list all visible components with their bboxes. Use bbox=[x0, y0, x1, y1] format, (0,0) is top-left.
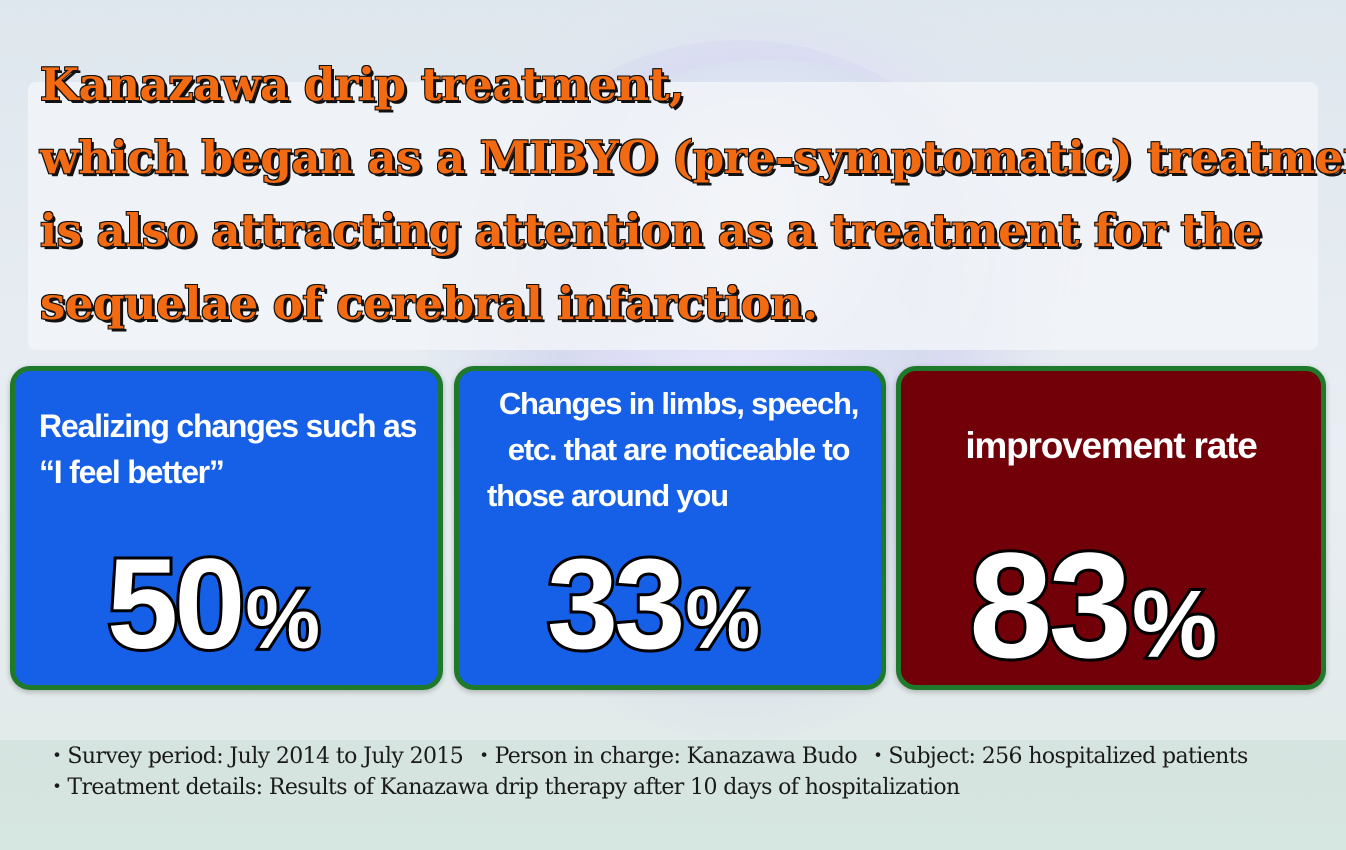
note-treatment-details: ・Treatment details: Results of Kanazawa … bbox=[46, 775, 960, 800]
note-person-in-charge: ・Person in charge: Kanazawa Budo bbox=[473, 744, 857, 769]
stat-label-line: Changes in limbs, speech, bbox=[498, 386, 860, 421]
stat-value: 83% bbox=[966, 518, 1220, 692]
stat-label: improvement rate bbox=[901, 421, 1321, 471]
percent-sign: % bbox=[682, 569, 763, 669]
survey-notes: ・Survey period: July 2014 to July 2015 ・P… bbox=[46, 741, 1336, 803]
notes-row: ・Treatment details: Results of Kanazawa … bbox=[46, 772, 1336, 803]
headline-line: sequelae of cerebral infarction. bbox=[39, 276, 819, 331]
stat-label-line: those around you bbox=[487, 478, 729, 513]
percent-sign: % bbox=[242, 569, 323, 669]
headline-line: is also attracting attention as a treatm… bbox=[39, 203, 1263, 258]
stat-label-line: Realizing changes such as bbox=[39, 408, 417, 444]
notes-row: ・Survey period: July 2014 to July 2015 ・P… bbox=[46, 741, 1336, 772]
headline: Kanazawa drip treatment, which began as … bbox=[39, 48, 1346, 340]
stat-card-feel-better: Realizing changes such as “I feel better… bbox=[10, 366, 443, 690]
stat-label-line: “I feel better” bbox=[39, 454, 225, 490]
note-survey-period: ・Survey period: July 2014 to July 2015 bbox=[46, 744, 464, 769]
stat-number: 83 bbox=[966, 518, 1135, 692]
stat-card-improvement-rate: improvement rate 83% bbox=[896, 366, 1326, 692]
stat-label-line: improvement rate bbox=[965, 425, 1257, 466]
stat-card-noticeable-changes: Changes in limbs, speech, etc. that are … bbox=[454, 366, 886, 690]
headline-panel bbox=[28, 82, 1318, 350]
stat-value: 50% bbox=[104, 530, 323, 679]
stat-label: Changes in limbs, speech, etc. that are … bbox=[481, 381, 876, 519]
stat-number: 50 bbox=[104, 530, 248, 679]
stat-label-line: etc. that are noticeable to bbox=[507, 432, 851, 467]
headline-line: Kanazawa drip treatment, bbox=[39, 57, 686, 112]
footer-band bbox=[0, 740, 1346, 850]
headline-line: which began as a MIBYO (pre-symptomatic)… bbox=[39, 130, 1346, 185]
stat-value: 33% bbox=[544, 530, 763, 679]
percent-sign: % bbox=[1129, 568, 1220, 681]
stat-label: Realizing changes such as “I feel better… bbox=[39, 403, 429, 495]
stat-number: 33 bbox=[544, 530, 688, 679]
note-subject: ・Subject: 256 hospitalized patients bbox=[867, 744, 1248, 769]
